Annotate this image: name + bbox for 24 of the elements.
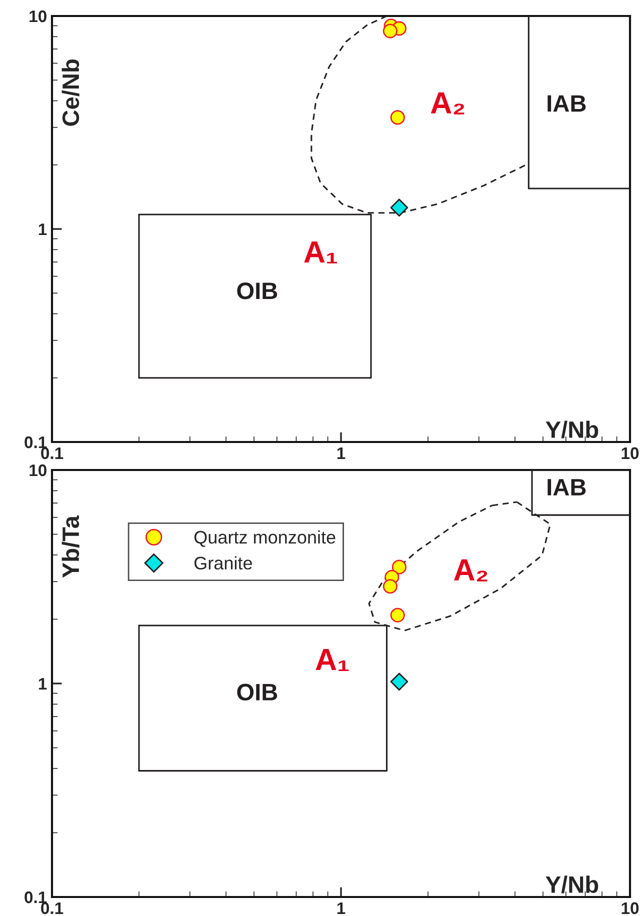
x-tick-label: 10	[622, 447, 639, 460]
annotation: IAB	[548, 479, 586, 496]
annotation: A₂	[454, 559, 488, 582]
x-tick-label: 1	[337, 447, 346, 459]
x-tick-label: 10	[622, 902, 639, 914]
y-axis-title: Ce/Nb	[62, 60, 80, 126]
annotation: A₁	[316, 649, 349, 672]
x-axis-title: Y/Nb	[546, 876, 598, 894]
x-axis-title: Y/Nb	[546, 420, 598, 438]
y-tick-label: 1	[38, 224, 47, 236]
y-axis-title: Yb/Ta	[62, 515, 80, 578]
annotation: IAB	[548, 95, 586, 112]
legend-label: Quartz monzonite	[194, 530, 336, 547]
y-tick-label: 1	[38, 678, 47, 690]
annotation: OIB	[237, 282, 278, 300]
y-tick-label: 10	[30, 464, 46, 476]
annotation: A₁	[304, 241, 338, 264]
annotation: A₂	[430, 92, 464, 114]
y-tick-label: 10	[30, 10, 46, 22]
annotation: OIB	[237, 684, 278, 701]
legend-label: Granite	[194, 556, 252, 570]
y-tick-label: 0.1	[24, 891, 47, 904]
y-tick-label: 0.1	[24, 436, 47, 448]
x-tick-label: 1	[337, 902, 346, 914]
